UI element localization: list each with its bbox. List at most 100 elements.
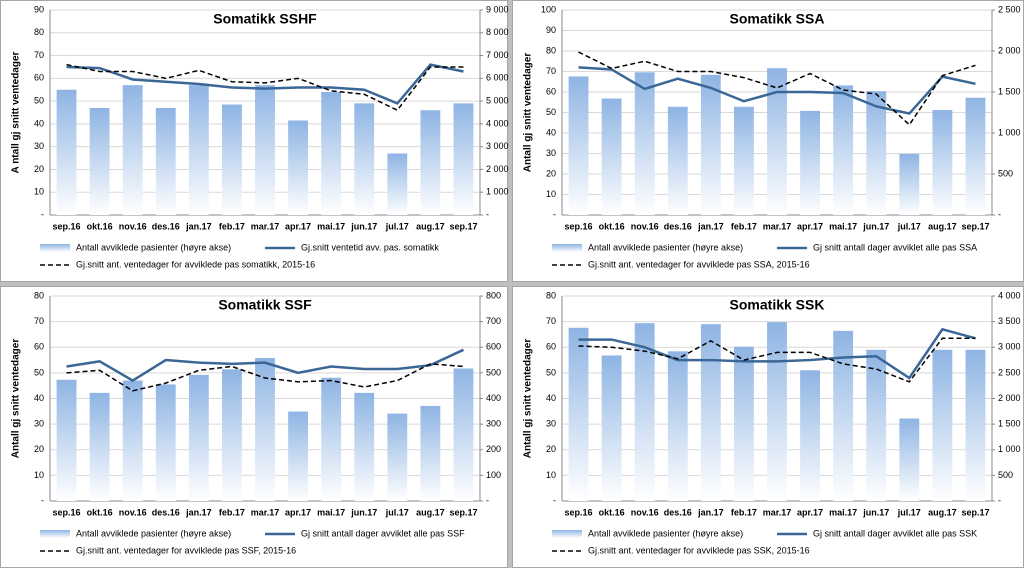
bar xyxy=(932,110,953,215)
x-tick-label: jan.17 xyxy=(697,221,724,231)
bar xyxy=(453,103,474,215)
x-tick-label: aug.17 xyxy=(416,221,445,231)
x-tick-label: jun.17 xyxy=(862,221,889,231)
y2-tick-label: - xyxy=(998,495,1001,505)
y-tick-label: 10 xyxy=(546,189,556,199)
bar xyxy=(122,85,143,216)
y-tick-label: 20 xyxy=(34,164,44,174)
bar xyxy=(634,323,655,501)
y2-tick-label: 9 000 xyxy=(486,4,509,14)
y2-tick-label: 7 000 xyxy=(486,50,509,60)
x-tick-label: mar.17 xyxy=(251,507,280,517)
bar xyxy=(222,104,242,215)
y-axis-label: Antall gj snitt ventedager xyxy=(523,339,534,459)
bar xyxy=(188,85,209,216)
bar xyxy=(601,355,622,501)
y-tick-label: 70 xyxy=(34,50,44,60)
x-tick-label: des.16 xyxy=(152,221,180,231)
bar xyxy=(56,379,77,501)
y-tick-label: 40 xyxy=(546,127,556,137)
bar xyxy=(288,411,308,501)
x-tick-label: okt.16 xyxy=(599,507,625,517)
chart-title: Somatikk SSK xyxy=(730,297,825,313)
chart-panel: - 10 20 30 40 50 60 70 80 - 100 200 300 400 500 600 700 8… xyxy=(0,286,508,568)
y2-tick-label: 2 000 xyxy=(998,45,1021,55)
y2-tick-label: 2 000 xyxy=(486,164,509,174)
series-line xyxy=(578,66,976,115)
y2-tick-label: 1 500 xyxy=(998,419,1021,429)
x-tick-label: sep.17 xyxy=(449,507,477,517)
x-tick-label: feb.17 xyxy=(731,507,757,517)
bar xyxy=(601,98,622,215)
x-tick-label: nov.16 xyxy=(119,507,147,517)
bar xyxy=(321,377,342,501)
y2-tick-label: - xyxy=(486,209,489,219)
bar xyxy=(420,110,441,215)
bar xyxy=(89,392,110,501)
y2-tick-label: 8 000 xyxy=(486,27,509,37)
x-tick-label: aug.17 xyxy=(416,507,445,517)
y-axis-label: Antall gj snitt ventedager xyxy=(523,53,534,173)
x-tick-label: sep.16 xyxy=(565,507,593,517)
bar xyxy=(321,92,342,215)
x-tick-label: apr.17 xyxy=(797,221,823,231)
bar xyxy=(800,370,820,501)
x-tick-label: nov.16 xyxy=(631,221,659,231)
x-tick-label: mar.17 xyxy=(763,507,792,517)
y-axis-label: Antall gj snitt ventedager xyxy=(11,339,22,459)
x-tick-label: aug.17 xyxy=(928,507,957,517)
y2-tick-label: 2 500 xyxy=(998,4,1021,14)
y-tick-label: 20 xyxy=(34,444,44,454)
x-tick-label: jul.17 xyxy=(385,221,409,231)
y-tick-label: - xyxy=(41,495,44,505)
bar xyxy=(255,358,275,501)
x-tick-label: mai.17 xyxy=(829,507,857,517)
x-tick-label: jul.17 xyxy=(897,221,921,231)
bar xyxy=(734,346,754,501)
y2-tick-label: - xyxy=(998,209,1001,219)
y-tick-label: 30 xyxy=(546,419,556,429)
bar xyxy=(667,351,688,501)
y-tick-label: 10 xyxy=(34,470,44,480)
y2-tick-label: 1 500 xyxy=(998,86,1021,96)
bar xyxy=(255,85,275,216)
x-tick-label: mar.17 xyxy=(251,221,280,231)
y2-tick-label: 1 000 xyxy=(998,127,1021,137)
y2-tick-label: 500 xyxy=(486,367,501,377)
series-line xyxy=(66,63,464,112)
y-tick-label: 40 xyxy=(34,393,44,403)
bar xyxy=(56,89,77,215)
y2-tick-label: 800 xyxy=(486,290,501,300)
chart-panel: - 10 20 30 40 50 60 70 80 90 - 1 000 2 000 3 000 4 000… xyxy=(0,0,509,282)
x-tick-label: okt.16 xyxy=(599,221,625,231)
bar xyxy=(568,327,589,501)
bar xyxy=(899,418,920,501)
y2-tick-label: 4 000 xyxy=(486,118,509,128)
bar xyxy=(122,380,143,501)
bar xyxy=(700,74,721,215)
bar xyxy=(387,413,408,501)
x-tick-label: jul.17 xyxy=(897,507,921,517)
x-tick-label: jun.17 xyxy=(350,507,377,517)
y-tick-label: 70 xyxy=(546,66,556,76)
y-tick-label: 40 xyxy=(34,118,44,128)
bar xyxy=(899,153,920,215)
x-tick-label: des.16 xyxy=(152,507,180,517)
bar xyxy=(866,91,887,215)
legend-swatch xyxy=(552,244,582,252)
bar xyxy=(568,76,589,215)
legend-label: Antall avviklede pasienter (høyre akse) xyxy=(588,242,743,252)
x-tick-label: jan.17 xyxy=(697,507,724,517)
x-tick-label: jul.17 xyxy=(385,507,409,517)
x-tick-label: mai.17 xyxy=(317,507,345,517)
bar xyxy=(734,106,754,215)
legend-label: Antall avviklede pasienter (høyre akse) xyxy=(76,242,231,252)
chart-title: Somatikk SSA xyxy=(730,11,825,27)
y-tick-label: 50 xyxy=(546,367,556,377)
legend-label: Gj.snitt ant. ventedager for avviklede p… xyxy=(76,259,315,269)
bar xyxy=(932,349,953,501)
x-tick-label: feb.17 xyxy=(219,507,245,517)
legend-label: Gj snitt antall dager avviklet alle pas … xyxy=(813,528,977,538)
y-tick-label: 90 xyxy=(546,25,556,35)
bar xyxy=(188,374,209,501)
